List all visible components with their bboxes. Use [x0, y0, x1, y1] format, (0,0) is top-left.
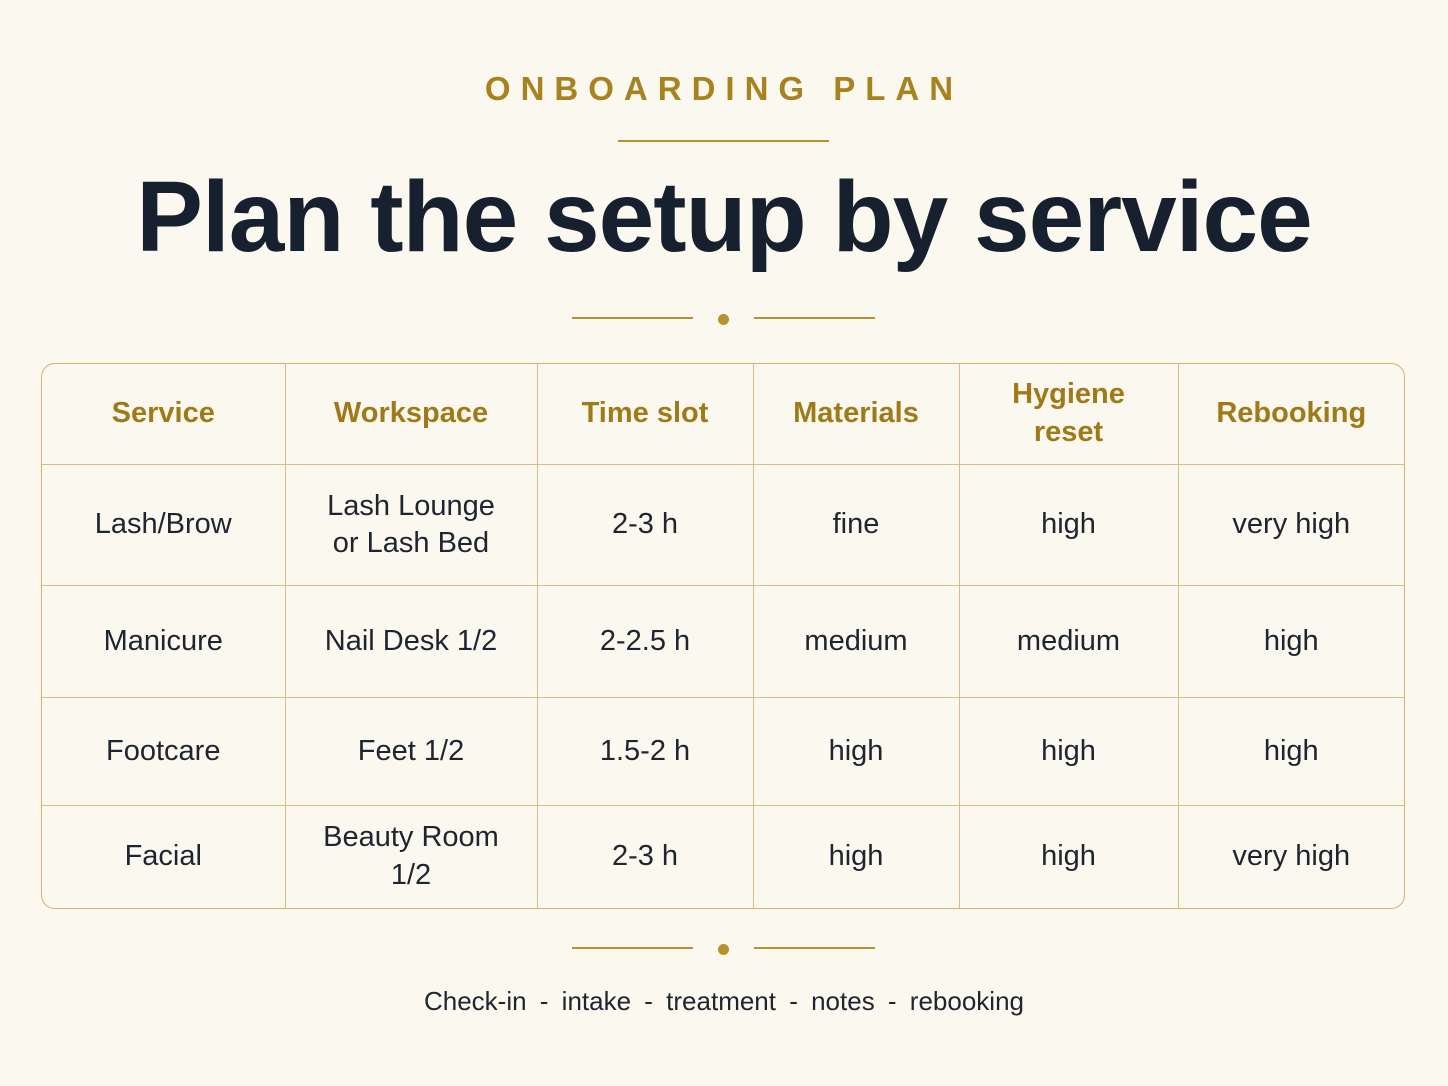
column-header: Materials — [752, 364, 960, 465]
table-cell: medium — [752, 585, 960, 698]
table-cell: Nail Desk 1/2 — [284, 585, 538, 698]
table-cell: 2-2.5 h — [536, 585, 754, 698]
title: Plan the setup by service — [136, 161, 1313, 273]
table-cell: Feet 1/2 — [284, 696, 538, 807]
table-cell: very high — [1177, 805, 1404, 908]
column-header: Service — [42, 364, 286, 465]
table-cell: Manicure — [42, 585, 286, 698]
header-row: Service Workspace Time slot Materials Hygien… — [42, 364, 1404, 465]
column-header: Rebooking — [1177, 364, 1404, 465]
footer-flow: Check-in - intake - treatment - notes - … — [423, 986, 1025, 1016]
table: Service Workspace Time slot Materials Hygien… — [42, 364, 1404, 908]
eyebrow: ONBOARDING PLAN — [484, 70, 964, 107]
table-cell: high — [958, 696, 1179, 807]
table-cell: very high — [1177, 463, 1404, 587]
table-cell: high — [752, 805, 960, 908]
column-header: Hygiene reset — [958, 364, 1179, 465]
divider — [754, 947, 875, 949]
table-cell: Beauty Room 1/2 — [284, 805, 538, 908]
table-cell: fine — [752, 463, 960, 587]
table-cell: 1.5-2 h — [536, 696, 754, 807]
table-body: Lash/Brow Lash Lounge or Lash Bed 2-3 h fin… — [42, 463, 1404, 908]
table-cell: high — [958, 463, 1179, 587]
table-cell: Lash/Brow — [42, 463, 286, 587]
table-row: Manicure Nail Desk 1/2 2-2.5 h medium medium… — [42, 585, 1404, 698]
table-cell: high — [1177, 585, 1404, 698]
divider — [754, 317, 875, 319]
divider-dot — [718, 944, 729, 955]
table-cell: Lash Lounge or Lash Bed — [284, 463, 538, 587]
table-cell: 2-3 h — [536, 463, 754, 587]
divider — [572, 947, 693, 949]
table-cell: high — [752, 696, 960, 807]
table-cell: 2-3 h — [536, 805, 754, 908]
table-cell: high — [1177, 696, 1404, 807]
table-cell: medium — [958, 585, 1179, 698]
divider — [618, 140, 829, 142]
divider-dot — [718, 314, 729, 325]
table-row: Lash/Brow Lash Lounge or Lash Bed 2-3 h fin… — [42, 463, 1404, 587]
table-row: Facial Beauty Room 1/2 2-3 h high high very h… — [42, 805, 1404, 908]
divider — [572, 317, 693, 319]
table-cell: Footcare — [42, 696, 286, 807]
table-cell: Facial — [42, 805, 286, 908]
table-row: Footcare Feet 1/2 1.5-2 h high high high — [42, 696, 1404, 807]
table-frame: Service Workspace Time slot Materials Hygien… — [41, 363, 1405, 909]
column-header: Workspace — [284, 364, 538, 465]
table-cell: high — [958, 805, 1179, 908]
column-header: Time slot — [536, 364, 754, 465]
